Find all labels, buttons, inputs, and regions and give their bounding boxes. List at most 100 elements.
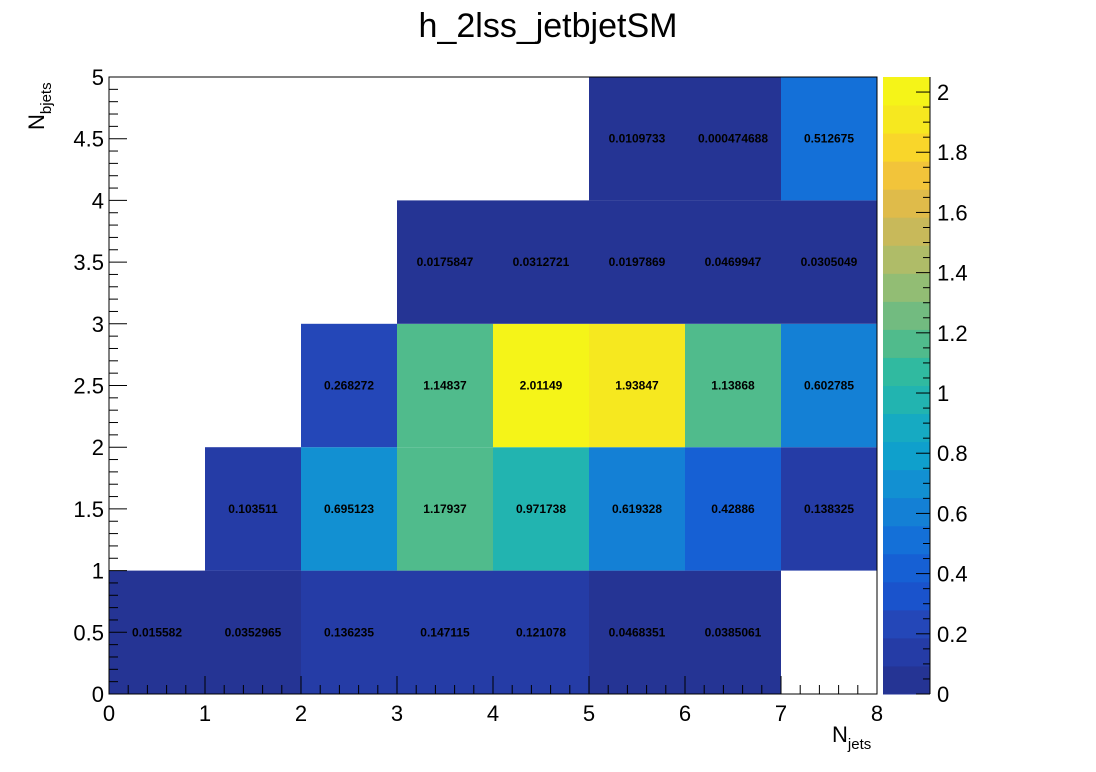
z-tick-label: 0.2 [937,622,968,647]
heatmap-cell [493,323,589,448]
y-tick-label: 3 [92,312,104,337]
cell-value-label: 0.138325 [804,502,854,516]
x-tick-label: 6 [679,701,691,726]
heatmap-cell [781,200,877,324]
cell-value-label: 0.42886 [711,502,755,516]
x-axis-label-subscript: jets [847,736,871,753]
y-tick-label: 1.5 [73,497,104,522]
cell-value-label: 0.0312721 [513,255,570,269]
heatmap-cell [397,570,493,694]
heatmap-cell [781,323,877,448]
heatmap-cell [781,77,877,201]
cell-value-label: 1.17937 [423,502,467,516]
x-tick-label: 4 [487,701,499,726]
x-axis: 0 1 2 3 4 5 6 7 8 [103,676,883,726]
cell-value-label: 0.0468351 [609,625,666,639]
color-scale-swatch [883,273,930,302]
cell-value-label: 0.0469947 [705,255,762,269]
color-scale-swatch [883,357,930,386]
z-tick-label: 1.2 [937,321,968,346]
chart-title: h_2lss_jetbjetSM [419,7,678,45]
z-tick-label: 1.8 [937,140,968,165]
y-tick-label: 2 [92,435,104,460]
heatmap-cells [109,77,877,694]
x-axis-label: Njets [832,722,871,753]
heatmap-cell [301,323,397,448]
x-tick-label: 1 [199,701,211,726]
color-scale-swatch [883,329,930,358]
color-scale-swatch [883,217,930,246]
cell-value-label: 0.512675 [804,132,854,146]
cell-value-label: 1.13868 [711,379,755,393]
heatmap-cell [589,323,685,448]
heatmap-cell [301,570,397,694]
y-axis-label: Nbjets [24,82,55,130]
heatmap-cell [589,447,685,571]
heatmap-cell [685,323,781,448]
cell-value-label: 0.147115 [420,625,470,639]
color-scale-swatch [883,301,930,330]
heatmap-cell [685,447,781,571]
heatmap-cell [589,200,685,324]
y-tick-label: 4 [92,188,104,213]
x-tick-label: 2 [295,701,307,726]
color-scale-bar [883,77,930,695]
y-axis-label-main: N [24,114,49,130]
heatmap-cell [493,200,589,324]
z-tick-label: 1.4 [937,261,968,286]
heatmap-cell [301,447,397,571]
cell-value-label: 0.602785 [804,379,854,393]
cell-value-label: 0.0197869 [609,255,666,269]
x-tick-label: 3 [391,701,403,726]
cell-value-label: 0.695123 [324,502,374,516]
color-scale-swatch [883,77,930,106]
color-scale-swatch [883,133,930,162]
cell-value-label: 0.268272 [324,379,374,393]
heatmap-cell [589,570,685,694]
z-tick-label: 1.6 [937,200,968,225]
y-tick-label: 0.5 [73,620,104,645]
heatmap-cell [493,570,589,694]
x-tick-label: 7 [775,701,787,726]
cell-value-label: 0.121078 [516,625,566,639]
z-tick-label: 1 [937,381,949,406]
color-scale-swatch [883,161,930,190]
cell-value-label: 1.93847 [615,379,659,393]
heatmap-cell [589,77,685,201]
color-scale-swatch [883,413,930,443]
y-tick-label: 0 [92,682,104,707]
z-tick-label: 2 [937,80,949,105]
cell-value-label: 0.619328 [612,502,662,516]
y-axis: 0 0.5 1 1.5 2 2.5 3 3.5 4 4.5 5 [73,65,127,707]
y-tick-label: 4.5 [73,127,104,152]
color-scale-swatch [883,637,930,667]
x-tick-label: 5 [583,701,595,726]
cell-value-label: 1.14837 [423,379,467,393]
heatmap-cell [685,570,781,694]
color-scale-swatch [883,553,930,583]
cell-value-label: 2.01149 [520,379,563,393]
heatmap-cell [397,447,493,571]
cell-value-label: 0.000474688 [698,132,768,146]
x-tick-label: 0 [103,701,115,726]
y-tick-label: 1 [92,559,104,584]
x-axis-label-main: N [832,722,848,747]
y-axis-label-subscript: bjets [38,82,55,114]
color-scale-swatch [883,189,930,218]
heatmap-cell [205,570,301,694]
y-tick-label: 2.5 [73,374,104,399]
z-tick-label: 0.6 [937,501,968,526]
heatmap-cell-labels: 0.015582 0.0352965 0.136235 0.147115 0.12107… [132,132,858,640]
cell-value-label: 0.0109733 [609,132,666,146]
heatmap-cell [397,200,493,324]
z-tick-label: 0 [937,682,949,707]
z-tick-label: 0.8 [937,441,968,466]
y-tick-label: 5 [92,65,104,90]
cell-value-label: 0.0385061 [705,625,762,639]
y-tick-label: 3.5 [73,250,104,275]
color-scale-swatch [883,469,930,499]
heatmap-cell [397,323,493,448]
color-scale-swatch [883,581,930,611]
color-scale-swatch [883,525,930,555]
